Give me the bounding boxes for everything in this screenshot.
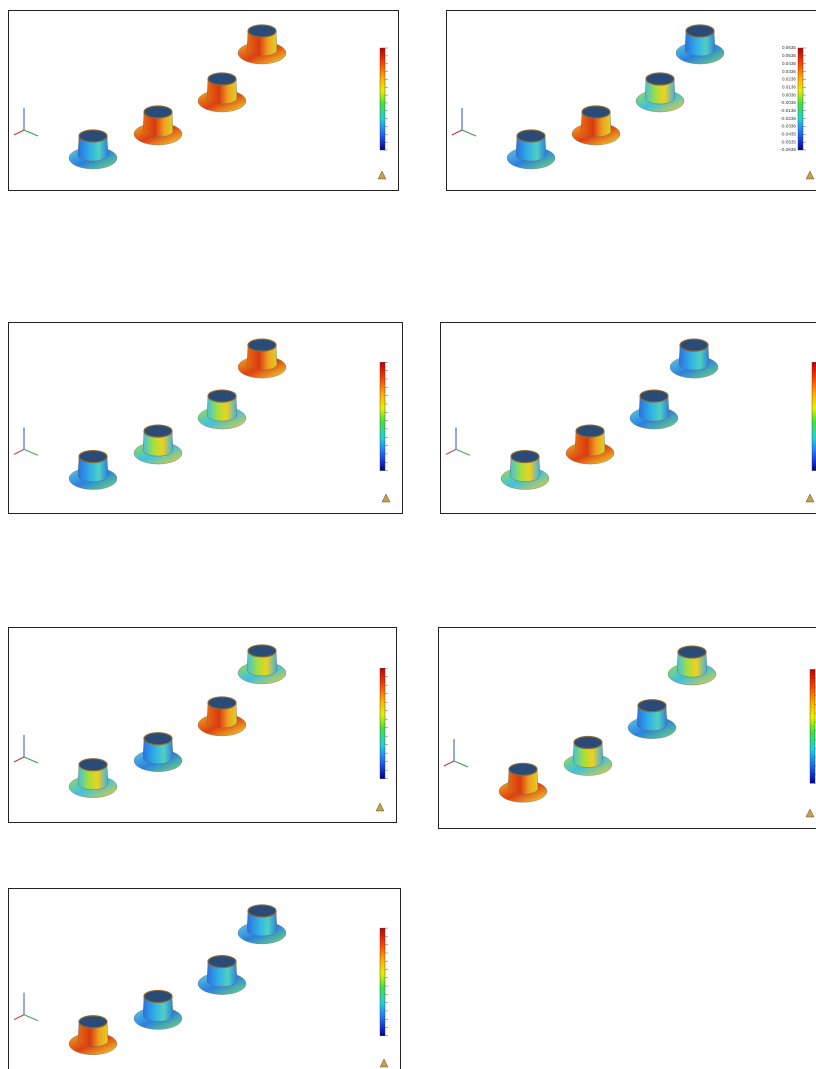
part-top bbox=[144, 425, 172, 437]
part-top bbox=[248, 905, 276, 917]
legend-label: -0.0236 bbox=[780, 116, 796, 121]
color-bar bbox=[810, 669, 815, 783]
part-top bbox=[509, 763, 537, 775]
part-top bbox=[248, 25, 276, 37]
color-bar bbox=[380, 668, 385, 779]
figure: 0.0635 0.0535 0.0435 0.0336 0.0236 0.0136 0.00… bbox=[0, 0, 816, 1069]
color-bar bbox=[380, 928, 385, 1036]
panel bbox=[9, 889, 401, 1069]
part-top bbox=[248, 339, 276, 351]
color-bar bbox=[380, 48, 385, 150]
panel bbox=[9, 323, 403, 514]
panel-frame bbox=[439, 628, 816, 829]
part-top bbox=[680, 339, 708, 351]
part-top bbox=[574, 737, 602, 749]
panel bbox=[439, 628, 816, 829]
panel-frame bbox=[441, 323, 816, 514]
part-top bbox=[638, 700, 666, 712]
legend-label: 0.0236 bbox=[782, 77, 796, 82]
legend-label: -0.0435 bbox=[780, 132, 796, 137]
part-top bbox=[511, 451, 539, 463]
legend-label: 0.0336 bbox=[782, 69, 796, 74]
panel-frame bbox=[447, 11, 816, 191]
part-top bbox=[208, 697, 236, 709]
part-top bbox=[646, 73, 674, 85]
part-top bbox=[79, 451, 107, 463]
legend-label: -0.0136 bbox=[780, 108, 796, 113]
panel bbox=[441, 323, 816, 514]
part-top bbox=[678, 646, 706, 658]
panel: 0.0635 0.0535 0.0435 0.0336 0.0236 0.0136 0.00… bbox=[447, 11, 816, 191]
panel bbox=[9, 11, 399, 191]
panel bbox=[9, 628, 397, 823]
legend-label: 0.0036 bbox=[782, 92, 796, 97]
legend-label: 0.0635 bbox=[782, 45, 796, 50]
part-top bbox=[248, 645, 276, 657]
legend-label: 0.0435 bbox=[782, 61, 796, 66]
part-top bbox=[517, 130, 545, 142]
legend-label: 0.0136 bbox=[782, 84, 796, 89]
color-bar bbox=[812, 362, 816, 470]
part-top bbox=[208, 390, 236, 402]
legend-label: -0.0036 bbox=[780, 100, 796, 105]
part-top bbox=[144, 106, 172, 118]
part-top bbox=[208, 73, 236, 85]
part-top bbox=[208, 956, 236, 968]
part-top bbox=[582, 106, 610, 118]
part-top bbox=[640, 390, 668, 402]
legend-label: -0.0635 bbox=[780, 147, 796, 152]
color-bar bbox=[798, 48, 803, 150]
part-top bbox=[144, 990, 172, 1002]
part-top bbox=[144, 733, 172, 745]
page: 0.0635 0.0535 0.0435 0.0336 0.0236 0.0136 0.00… bbox=[0, 0, 816, 1069]
legend-label: -0.0336 bbox=[780, 124, 796, 129]
legend-label: 0.0535 bbox=[782, 53, 796, 58]
part-top bbox=[576, 425, 604, 437]
part-top bbox=[79, 1016, 107, 1028]
legend-label: -0.0535 bbox=[780, 139, 796, 144]
part-top bbox=[686, 25, 714, 37]
color-bar bbox=[380, 362, 385, 470]
part-top bbox=[79, 759, 107, 771]
part-top bbox=[79, 130, 107, 142]
